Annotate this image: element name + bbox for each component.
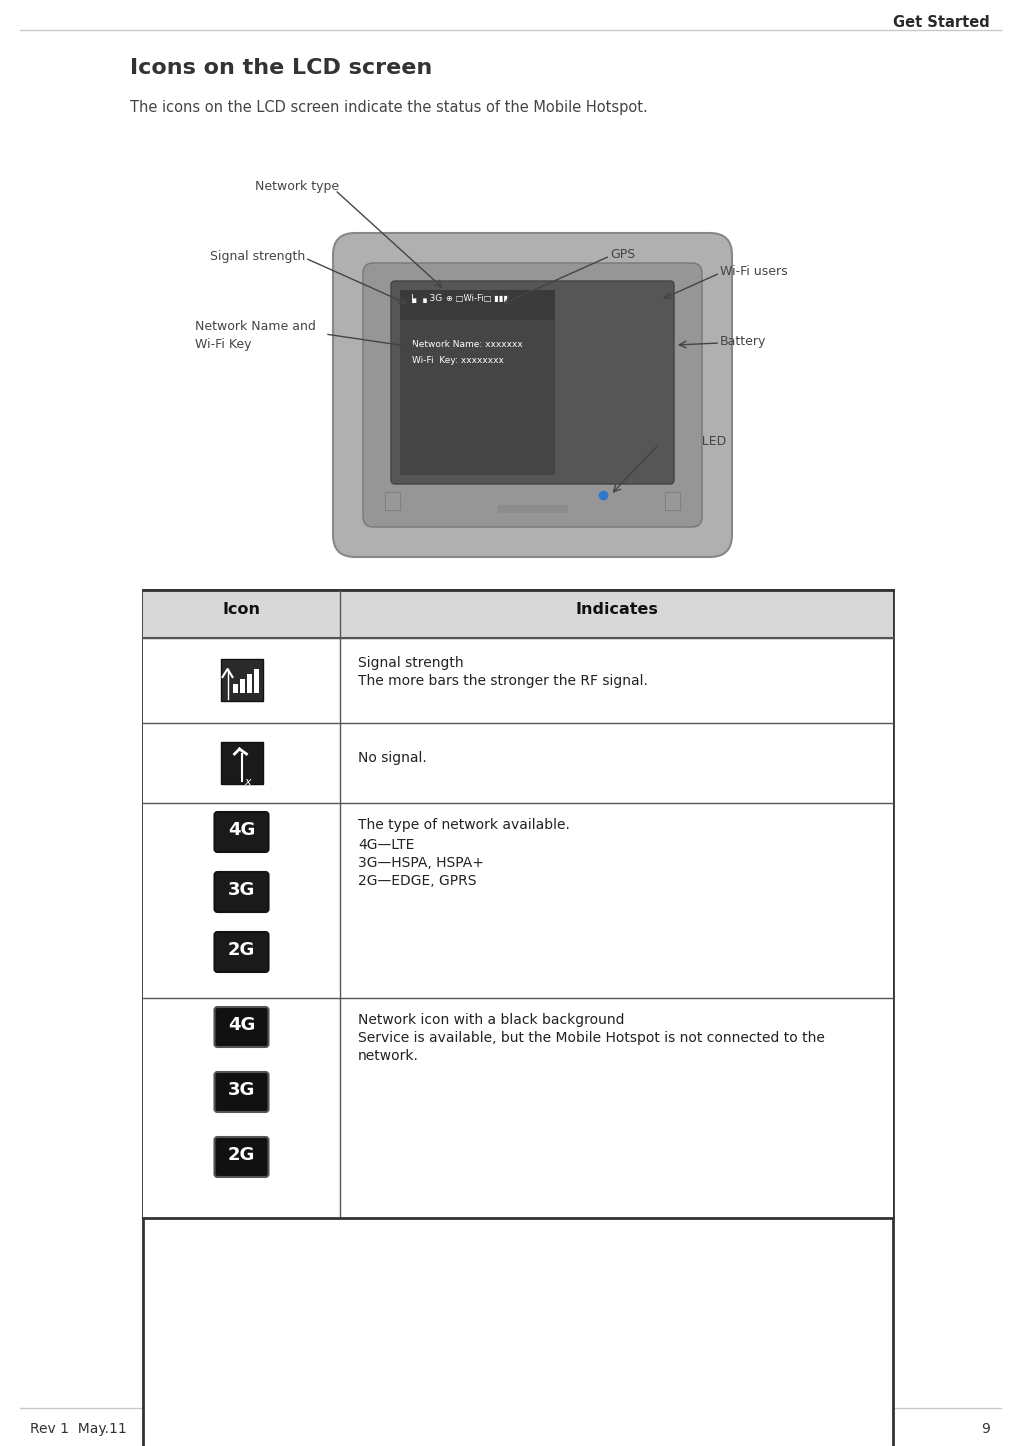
FancyBboxPatch shape bbox=[214, 1137, 269, 1177]
FancyBboxPatch shape bbox=[214, 872, 269, 912]
FancyBboxPatch shape bbox=[391, 281, 674, 484]
Bar bbox=[143, 590, 893, 1446]
Text: 9: 9 bbox=[981, 1421, 990, 1436]
Text: 4G: 4G bbox=[228, 1017, 255, 1034]
Text: 3G: 3G bbox=[228, 1082, 255, 1099]
FancyBboxPatch shape bbox=[214, 933, 269, 972]
Text: Indicates: Indicates bbox=[575, 602, 658, 617]
Text: Network Name: xxxxxxx: Network Name: xxxxxxx bbox=[412, 340, 523, 348]
Text: Get Started: Get Started bbox=[893, 14, 990, 30]
Text: x: x bbox=[244, 777, 251, 787]
Bar bbox=[665, 492, 680, 510]
Text: Rev 1  May.11: Rev 1 May.11 bbox=[30, 1421, 127, 1436]
FancyBboxPatch shape bbox=[214, 1071, 269, 1112]
Bar bbox=[143, 723, 893, 803]
Bar bbox=[143, 998, 893, 1218]
Bar bbox=[233, 684, 238, 693]
Text: The more bars the stronger the RF signal.: The more bars the stronger the RF signal… bbox=[358, 674, 648, 688]
Bar bbox=[497, 505, 568, 513]
Bar bbox=[400, 291, 554, 474]
Text: Icons on the LCD screen: Icons on the LCD screen bbox=[130, 58, 432, 78]
Bar bbox=[246, 674, 251, 693]
FancyBboxPatch shape bbox=[363, 263, 702, 526]
Text: 4G: 4G bbox=[228, 821, 255, 839]
Bar bbox=[221, 742, 262, 784]
Text: 3G—HSPA, HSPA+: 3G—HSPA, HSPA+ bbox=[358, 856, 484, 870]
Bar bbox=[385, 492, 400, 510]
Bar bbox=[143, 638, 893, 723]
Text: ⊕ □Wi-Fi□ ▮▮▮: ⊕ □Wi-Fi□ ▮▮▮ bbox=[446, 294, 508, 304]
Text: Network Name and
Wi-Fi Key: Network Name and Wi-Fi Key bbox=[195, 320, 315, 351]
Text: Network type: Network type bbox=[255, 179, 339, 192]
Bar bbox=[253, 669, 258, 693]
Text: Signal strength: Signal strength bbox=[358, 656, 464, 669]
Text: The type of network available.: The type of network available. bbox=[358, 818, 570, 831]
FancyBboxPatch shape bbox=[214, 1006, 269, 1047]
Bar bbox=[240, 680, 244, 693]
Text: GPS: GPS bbox=[610, 249, 635, 260]
Text: 4G—LTE: 4G—LTE bbox=[358, 839, 415, 852]
Text: Battery: Battery bbox=[720, 335, 767, 348]
Text: Network icon with a black background: Network icon with a black background bbox=[358, 1014, 625, 1027]
Text: No signal.: No signal. bbox=[358, 750, 427, 765]
Bar bbox=[221, 659, 262, 701]
Text: 2G: 2G bbox=[228, 1147, 255, 1164]
Text: The icons on the LCD screen indicate the status of the Mobile Hotspot.: The icons on the LCD screen indicate the… bbox=[130, 100, 647, 116]
Text: network.: network. bbox=[358, 1048, 419, 1063]
Bar bbox=[143, 590, 893, 638]
Text: Signal strength: Signal strength bbox=[210, 250, 305, 263]
Text: 2G: 2G bbox=[228, 941, 255, 959]
Bar bbox=[143, 803, 893, 998]
Text: 2G—EDGE, GPRS: 2G—EDGE, GPRS bbox=[358, 873, 477, 888]
FancyBboxPatch shape bbox=[214, 813, 269, 852]
Text: ▕▖▗ 3G: ▕▖▗ 3G bbox=[406, 294, 442, 304]
Text: Service is available, but the Mobile Hotspot is not connected to the: Service is available, but the Mobile Hot… bbox=[358, 1031, 825, 1045]
Text: Wi-Fi users: Wi-Fi users bbox=[720, 265, 787, 278]
Text: Wi-Fi  Key: xxxxxxxx: Wi-Fi Key: xxxxxxxx bbox=[412, 356, 504, 364]
Text: Icon: Icon bbox=[223, 602, 260, 617]
FancyBboxPatch shape bbox=[333, 233, 732, 557]
Text: Power LED: Power LED bbox=[660, 435, 726, 448]
Bar bbox=[400, 291, 554, 320]
Text: 3G: 3G bbox=[228, 881, 255, 899]
